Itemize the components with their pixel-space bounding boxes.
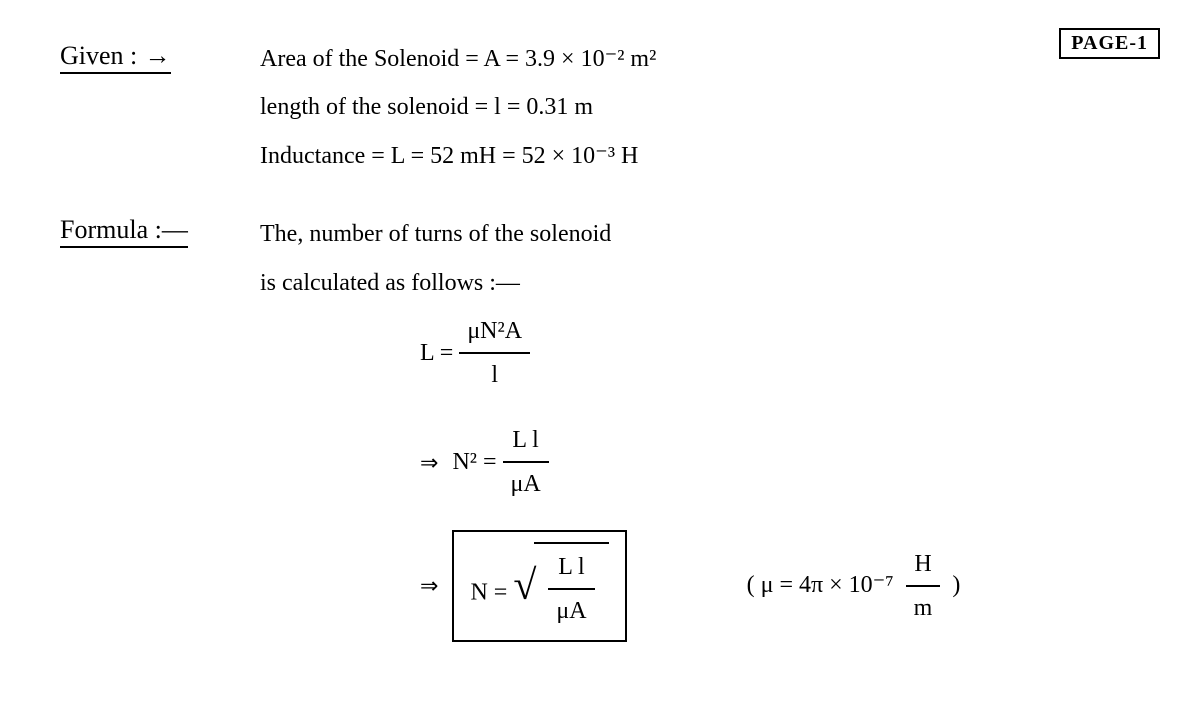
eq1-lhs: L = [420,334,453,372]
given-section: Given : Area of the Solenoid = A = 3.9 ×… [60,40,1140,185]
formula-heading: Formula :— [60,215,240,248]
given-body: Area of the Solenoid = A = 3.9 × 10⁻² m²… [240,40,1140,185]
eq3-lhs: N = [470,579,507,605]
mu-note-close: ) [952,571,960,597]
eq1-den: l [459,354,530,394]
equation-3: ⇒ N = √ L l μA ( μ = 4π × 10⁻⁷ [420,530,1140,643]
formula-body: The, number of turns of the solenoid is … [240,215,1140,668]
eq3-frac: L l μA [548,548,594,631]
sqrt-icon: √ L l μA [513,542,608,631]
given-line-1: Area of the Solenoid = A = 3.9 × 10⁻² m² [260,40,1140,78]
eq2-num: L l [503,421,549,463]
eq1-frac: μN²A l [459,312,530,395]
eq1-num: μN²A [459,312,530,354]
formula-text-2: is calculated as follows :— [260,264,1140,302]
given-line-3: Inductance = L = 52 mH = 52 × 10⁻³ H [260,137,1140,175]
page-badge: PAGE-1 [1059,28,1160,59]
arrow-icon: ⇒ [420,445,438,480]
eq2-den: μA [503,463,549,503]
mu-note-num: H [906,545,941,587]
eq3-num: L l [548,548,594,590]
arrow-icon: ⇒ [420,568,438,603]
mu-note-den: m [906,587,941,627]
mu-note-frac: H m [906,545,941,628]
eq2-lhs: N² = [452,443,496,481]
formula-heading-text: Formula :— [60,215,188,248]
formula-section: Formula :— The, number of turns of the s… [60,215,1140,668]
given-heading: Given : [60,40,240,74]
given-line-2: length of the solenoid = l = 0.31 m [260,88,1140,126]
eq3-den: μA [548,590,594,630]
equation-block: L = μN²A l ⇒ N² = L l μA ⇒ N = [420,312,1140,642]
mu-note-open: ( μ = 4π × 10⁻⁷ [747,571,894,597]
formula-text-1: The, number of turns of the solenoid [260,215,1140,253]
eq2-frac: L l μA [503,421,549,504]
given-heading-text: Given : [60,40,171,74]
boxed-result: N = √ L l μA [452,530,626,643]
equation-1: L = μN²A l [420,312,1140,395]
radical-icon: √ [513,542,536,631]
equation-2: ⇒ N² = L l μA [420,421,1140,504]
mu-note: ( μ = 4π × 10⁻⁷ H m ) [747,545,961,628]
